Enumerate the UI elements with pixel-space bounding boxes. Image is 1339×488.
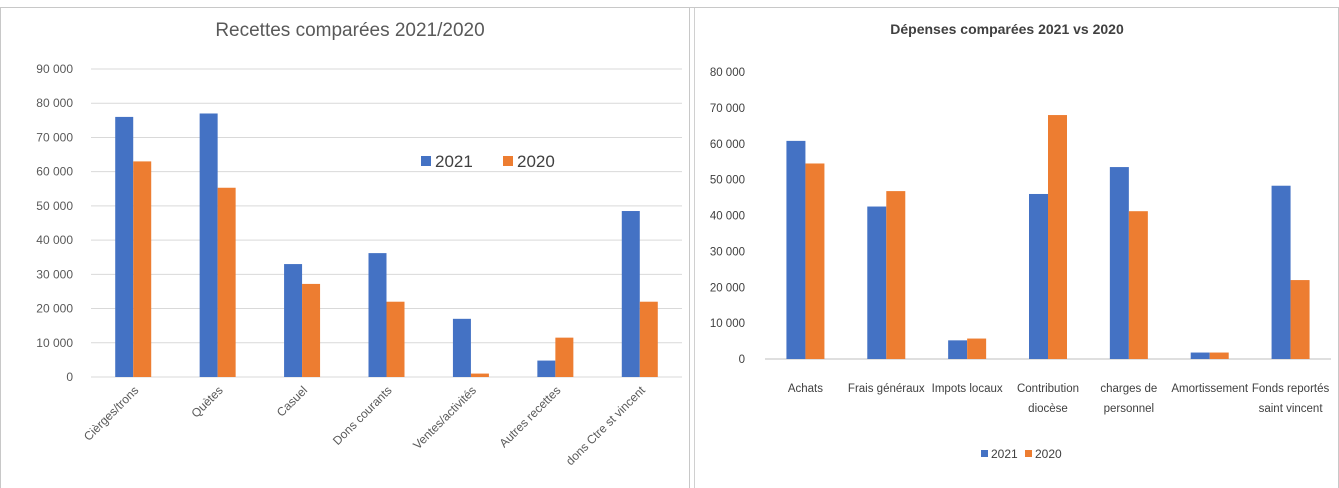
x-tick-label: diocèse: [1028, 403, 1068, 415]
bar-2021-impots-locaux: [948, 340, 968, 359]
bar-2021-qu-tes: [199, 113, 218, 377]
bar-2020-ci-rges-trons: [133, 161, 152, 377]
x-tick-label: Achats: [788, 383, 823, 395]
bar-2021-charges-de-personnel: [1109, 167, 1129, 359]
y-tick-label: 90 000: [36, 62, 73, 76]
x-tick-label: personnel: [1104, 403, 1155, 415]
y-tick-label: 60 000: [710, 139, 745, 151]
x-tick-label: Contribution: [1017, 383, 1079, 395]
bar-2021-contribution-dioc-se: [1029, 193, 1048, 359]
bar-2020-achats: [805, 163, 825, 359]
bar-2020-contribution-dioc-se: [1048, 115, 1067, 359]
x-tick-label: Autres recettes: [497, 383, 564, 450]
bar-2020-charges-de-personnel: [1128, 211, 1148, 359]
bar-2020-casuel: [302, 283, 321, 377]
x-tick-label: Quètes: [188, 383, 225, 420]
bar-2021-autres-recettes: [537, 360, 556, 377]
legend-label: 2021: [991, 447, 1018, 461]
x-tick-label: Dons courants: [330, 383, 395, 448]
bar-2020-fonds-report-s-saint-vincent: [1290, 280, 1310, 359]
sheet-top-border: [0, 0, 1339, 8]
bar-2021-fonds-report-s-saint-vincent: [1271, 185, 1291, 359]
x-tick-label: Amortissement: [1171, 383, 1248, 395]
recettes-chart-panel[interactable]: Recettes comparées 2021/2020 0 10 000 20 0…: [0, 8, 690, 488]
depenses-chart-panel[interactable]: Dépenses comparées 2021 vs 2020 0 10 000 2…: [694, 8, 1339, 488]
y-tick-label: 0: [739, 354, 745, 366]
bar-2021-dons-ctre-st-vincent: [621, 211, 640, 377]
x-tick-label: Impots locaux: [932, 383, 1003, 395]
y-tick-label: 40 000: [710, 211, 745, 223]
y-tick-label: 50 000: [36, 199, 73, 213]
chart-title: Recettes comparées 2021/2020: [215, 20, 484, 41]
bar-2020-dons-courants: [386, 301, 405, 377]
bar-2020-amortissement: [1209, 352, 1229, 359]
y-tick-label: 40 000: [36, 233, 73, 247]
x-tick-label: Casuel: [274, 383, 310, 419]
bar-2021-achats: [786, 140, 806, 359]
bar-2021-ci-rges-trons: [115, 116, 134, 378]
legend-swatch-2021: [981, 450, 988, 457]
x-tick-label: saint vincent: [1259, 403, 1324, 415]
bar-2020-qu-tes: [217, 187, 236, 377]
bar-2020-dons-ctre-st-vincent: [639, 301, 658, 377]
y-tick-label: 70 000: [36, 130, 73, 144]
bar-2020-impots-locaux: [967, 338, 987, 359]
bar-2020-autres-recettes: [555, 337, 574, 377]
x-tick-label: Ventes/activités: [410, 383, 479, 452]
bar-2021-amortissement: [1190, 352, 1210, 359]
x-tick-label: Frais généraux: [848, 383, 925, 395]
legend-swatch-2020: [1025, 450, 1032, 457]
legend-label: 2020: [517, 152, 555, 171]
legend-label: 2020: [1035, 447, 1062, 461]
bar-2021-dons-courants: [368, 253, 387, 377]
y-tick-label: 20 000: [36, 302, 73, 316]
bar-2021-ventes-activit-s: [452, 318, 471, 377]
y-tick-label: 30 000: [710, 246, 745, 258]
y-tick-label: 80 000: [710, 67, 745, 79]
y-tick-label: 10 000: [36, 336, 73, 350]
y-tick-label: 80 000: [36, 96, 73, 110]
bar-2020-frais-g-n-raux: [886, 191, 906, 359]
bar-2021-casuel: [284, 264, 303, 377]
y-tick-label: 50 000: [710, 175, 745, 187]
x-tick-label: Fonds reportés: [1252, 383, 1330, 395]
y-tick-label: 60 000: [36, 165, 73, 179]
legend-swatch-2021: [421, 156, 431, 166]
x-tick-label: Cièrges/trons: [81, 383, 141, 443]
y-tick-label: 10 000: [710, 318, 745, 330]
y-tick-label: 30 000: [36, 267, 73, 281]
x-tick-label: dons Ctre st vincent: [563, 383, 648, 468]
y-tick-label: 20 000: [710, 282, 745, 294]
bar-2021-frais-g-n-raux: [867, 206, 887, 359]
x-tick-label: charges de: [1100, 383, 1157, 395]
depenses-chart: Dépenses comparées 2021 vs 2020 0 10 000 2…: [710, 21, 1331, 461]
bar-2020-ventes-activit-s: [470, 373, 489, 377]
legend-label: 2021: [435, 152, 473, 171]
chart-title: Dépenses comparées 2021 vs 2020: [890, 21, 1124, 37]
y-tick-label: 0: [66, 370, 73, 384]
legend-swatch-2020: [503, 156, 513, 166]
recettes-chart: Recettes comparées 2021/2020 0 10 000 20 0…: [36, 20, 682, 468]
y-tick-label: 70 000: [710, 103, 745, 115]
